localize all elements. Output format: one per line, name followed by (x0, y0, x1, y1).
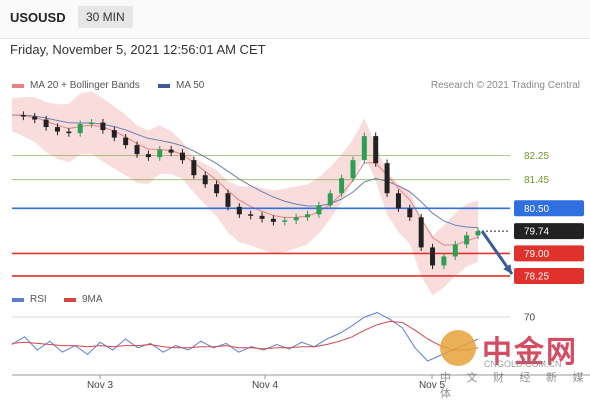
candle-body (123, 137, 129, 146)
candle-body (202, 175, 208, 185)
candle-body (214, 184, 220, 194)
legend-ma50: MA 50 (158, 80, 204, 91)
level-tag-79.00 (514, 245, 584, 262)
rsi-series-9MA (11, 320, 479, 351)
timeframe-button[interactable]: 30 MIN (78, 6, 133, 28)
ma20-label: MA 20 + Bollinger Bands (30, 80, 140, 91)
candle-body (464, 235, 470, 245)
candle-body (66, 131, 72, 134)
chart-datetime: Friday, November 5, 2021 12:56:01 AM CET (10, 42, 266, 57)
level-label-80.50: 80.50 (524, 204, 549, 215)
candle-body (475, 231, 481, 236)
chart-header: USOUSD 30 MIN (0, 0, 590, 39)
x-tick-label: Nov 3 (87, 380, 114, 391)
projection-arrowhead (503, 264, 512, 274)
candle-body (373, 136, 379, 164)
candle-body (157, 149, 163, 158)
candle-body (452, 244, 458, 257)
candle-body (361, 136, 367, 161)
candle-body (384, 163, 390, 194)
level-tag-80.50 (514, 200, 584, 217)
candle-body (20, 115, 26, 117)
candle-body (293, 217, 299, 221)
level-label-78.25: 78.25 (524, 271, 549, 282)
candle-body (179, 152, 185, 161)
current-price-tag (514, 223, 584, 240)
watermark-text: 中金网 (482, 335, 578, 370)
legend-rsi: RSI (12, 294, 47, 305)
rsi-swatch (12, 297, 24, 302)
ma50-label: MA 50 (176, 80, 205, 91)
watermark: 中金网 CNGOLD.COM.CN 中 文 财 经 新 媒 体 (430, 325, 590, 400)
rsi-label: RSI (30, 294, 47, 305)
candle-body (225, 193, 231, 207)
candle-body (259, 215, 265, 219)
candle-body (305, 214, 311, 218)
candle-body (191, 160, 197, 176)
candle-body (395, 193, 401, 209)
candle-body (430, 247, 436, 266)
candle-body (270, 218, 276, 222)
legend-9ma: 9MA (64, 294, 103, 305)
candle-body (43, 119, 49, 128)
candle-body (168, 149, 174, 153)
candle-body (89, 122, 95, 125)
candle-body (54, 127, 60, 132)
watermark-logo-icon (440, 330, 476, 366)
watermark-url: CNGOLD.COM.CN (484, 359, 562, 369)
candle-body (350, 160, 356, 179)
ma9-swatch (64, 297, 76, 302)
candle-body (100, 122, 106, 131)
ma20-line (11, 114, 479, 246)
copyright-label: Research © 2021 Trading Central (430, 80, 580, 91)
level-label-82.25: 82.25 (524, 151, 549, 162)
rsi-tick-70: 70 (524, 313, 536, 324)
candle-body (32, 116, 38, 120)
candle-body (441, 256, 447, 266)
candle-body (327, 193, 333, 206)
level-label-81.45: 81.45 (524, 175, 549, 186)
candle-body (236, 206, 242, 215)
candle-body (339, 178, 345, 194)
candle-body (248, 214, 254, 216)
level-label-79.00: 79.00 (524, 249, 549, 260)
rsi-series-RSI (11, 312, 479, 362)
candle-body (77, 124, 83, 134)
ma50-swatch (158, 83, 170, 88)
candle-body (111, 130, 117, 138)
bollinger-band (12, 91, 478, 296)
legend-ma20: MA 20 + Bollinger Bands (12, 80, 140, 91)
candle-body (134, 145, 140, 155)
level-tag-78.25 (514, 267, 584, 284)
level-label-79.74: 79.74 (524, 227, 549, 238)
candle-body (418, 217, 424, 248)
watermark-sub: 中 文 财 经 新 媒 体 (440, 371, 590, 400)
ma9-label: 9MA (82, 294, 103, 305)
x-tick-label: Nov 4 (252, 380, 279, 391)
candle-body (145, 154, 151, 158)
symbol-label: USOUSD (10, 10, 66, 25)
ma20-swatch (12, 83, 24, 88)
x-tick-label: Nov 5 (419, 380, 446, 391)
candle-body (282, 220, 288, 222)
candle-body (407, 208, 413, 218)
candle-body (316, 205, 322, 215)
